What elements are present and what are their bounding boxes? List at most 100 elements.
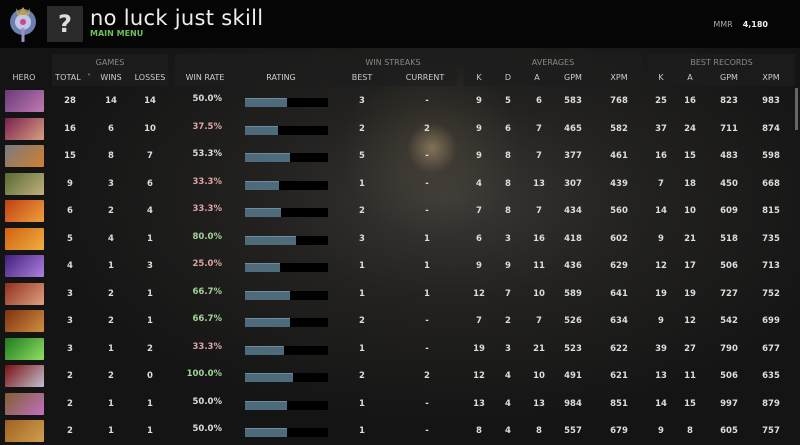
col-wins[interactable]: WINS: [100, 73, 122, 82]
rank-medal-icon: [10, 7, 36, 42]
rating-bar-fill: [245, 125, 279, 135]
cell-wins: 2: [108, 206, 114, 216]
table-row[interactable]: 3 1 2 1-19 3 21 523 622 39 27 790 677 33.3%: [0, 336, 790, 363]
cell-rxpm: 815: [762, 206, 780, 216]
cell-d: 5: [505, 96, 511, 106]
rating-bar: [245, 125, 328, 135]
cell-gpm: 465: [564, 123, 582, 134]
mmr: MMR 4,180: [713, 20, 768, 29]
table-row[interactable]: 3 2 1 2-7 2 7 526 634 9 12 542 699 66.7%: [0, 308, 790, 335]
col-avg-d[interactable]: D: [504, 73, 512, 82]
col-rec-k[interactable]: K: [658, 73, 664, 82]
col-current-streak[interactable]: CURRENT: [405, 73, 445, 82]
cell-rgpm: 605: [720, 426, 738, 436]
table-row[interactable]: 16 6 10 2 2 9 6 7 465 582 37 24 711 874 37.5%: [0, 116, 790, 143]
cell-wins: 1: [108, 398, 114, 409]
cell-k: 13: [473, 398, 485, 409]
cell-rxpm: 699: [762, 316, 780, 326]
col-win-rate[interactable]: WIN RATE: [185, 73, 225, 82]
col-rec-gpm[interactable]: GPM: [720, 73, 738, 82]
cell-a: 10: [533, 371, 545, 381]
rating-bar: [245, 400, 328, 410]
cell-rgpm: 506: [720, 261, 738, 271]
table-row[interactable]: 4 1 3 1 1 9 9 11 436 629 12 17 506 713 25.0%: [0, 253, 790, 280]
cell-win-rate: 50.0%: [192, 94, 223, 104]
col-rec-xpm[interactable]: XPM: [762, 73, 780, 82]
cell-win-rate: 66.7%: [192, 314, 223, 324]
table-row[interactable]: 28 14 14 3 - 9 5 6 583 768 25 16 823 983 50.0%: [0, 88, 790, 115]
cell-losses: 0: [147, 371, 153, 381]
table-row[interactable]: 6 2 4 2 - 7 8 7 434 560 14 10 609 815 33.3%: [0, 198, 790, 225]
cell-rgpm: 542: [720, 316, 738, 326]
cell-ra: 18: [684, 178, 696, 189]
profile-header: ? no luck just skill MAIN MENU MMR 4,180: [0, 0, 800, 48]
cell-rgpm: 506: [720, 371, 738, 381]
table-row[interactable]: 2 1 1 1 - 13 4 13 984 851 14 15 997 879 50.0%: [0, 391, 790, 418]
col-avg-a[interactable]: A: [534, 73, 540, 82]
cell-xpm: 768: [610, 96, 628, 106]
col-best-streak[interactable]: BEST: [351, 73, 373, 82]
cell-ra: 15: [684, 398, 696, 409]
rating-bar-fill: [245, 345, 284, 355]
rating-bar-fill: [245, 98, 288, 107]
table-row[interactable]: 5 4 1 3 1 6 3 16 418 602 9 21 518 735 80.0%: [0, 226, 790, 253]
table-row[interactable]: 15 8 7 5 - 9 8 7 377 461 16 15 483 598 53.3%: [0, 143, 790, 170]
cell-wins: 3: [108, 178, 114, 189]
cell-k: 12: [473, 288, 485, 299]
col-rec-a[interactable]: A: [687, 73, 693, 82]
table-row[interactable]: 2 1 1 1 - 8 4 8 557 679 9 8 605 757 50.0%: [0, 418, 790, 445]
col-losses[interactable]: LOSSES: [134, 73, 166, 82]
table-row[interactable]: 3 2 1 1 1 12 7 10 589 641 19 19 727 752 66.7%: [0, 281, 790, 308]
cell-current: 1: [424, 233, 430, 244]
cell-xpm: 851: [610, 398, 628, 409]
rating-bar: [245, 208, 328, 217]
player-name: no luck just skill: [90, 6, 264, 30]
cell-ra: 19: [684, 288, 696, 299]
rating-bar-fill: [245, 180, 280, 190]
cell-k: 4: [476, 178, 482, 189]
cell-best: 2: [359, 316, 365, 326]
cell-win-rate: 33.3%: [192, 204, 223, 214]
cell-rgpm: 997: [720, 398, 738, 409]
col-avg-xpm[interactable]: XPM: [610, 73, 628, 82]
cell-xpm: 560: [610, 206, 628, 216]
games-group: [52, 54, 168, 86]
cell-xpm: 461: [610, 151, 628, 161]
cell-gpm: 418: [564, 233, 582, 244]
cell-rk: 37: [655, 123, 667, 134]
cell-d: 3: [505, 343, 511, 354]
cell-rk: 39: [655, 343, 667, 354]
cell-a: 7: [536, 151, 542, 161]
cell-a: 7: [536, 123, 542, 134]
scrollbar[interactable]: [795, 88, 798, 130]
cell-win-rate: 66.7%: [192, 286, 223, 297]
averages-label: AVERAGES: [531, 58, 575, 67]
main-menu-link[interactable]: MAIN MENU: [90, 29, 144, 38]
cell-rgpm: 483: [720, 151, 738, 161]
cell-total: 4: [67, 261, 73, 271]
cell-best: 2: [359, 123, 365, 134]
cell-win-rate: 100.0%: [186, 369, 222, 379]
sort-chevron-icon: ˅: [87, 73, 91, 82]
col-rating[interactable]: RATING: [266, 73, 296, 82]
cell-d: 3: [505, 233, 511, 244]
cell-total: 2: [67, 398, 73, 409]
table-row[interactable]: 9 3 6 1 - 4 8 13 307 439 7 18 450 668 33.3%: [0, 171, 790, 198]
hero-portrait: [5, 420, 44, 442]
cell-ra: 8: [687, 426, 693, 436]
col-total[interactable]: TOTAL: [55, 73, 81, 82]
rating-bar-fill: [245, 400, 288, 410]
avatar[interactable]: ?: [47, 6, 83, 42]
rating-bar-fill: [245, 373, 294, 382]
hero-portrait: [5, 255, 44, 277]
cell-rxpm: 713: [762, 261, 780, 271]
cell-losses: 14: [144, 96, 156, 106]
cell-k: 9: [476, 96, 482, 106]
col-hero[interactable]: HERO: [12, 73, 36, 82]
cell-best: 5: [359, 151, 365, 161]
hero-portrait: [5, 200, 44, 222]
col-avg-gpm[interactable]: GPM: [564, 73, 582, 82]
col-avg-k[interactable]: K: [476, 73, 482, 82]
cell-a: 21: [533, 343, 545, 354]
table-row[interactable]: 2 2 0 2 2 12 4 10 491 621 13 11 506 635 100.0%: [0, 363, 790, 390]
